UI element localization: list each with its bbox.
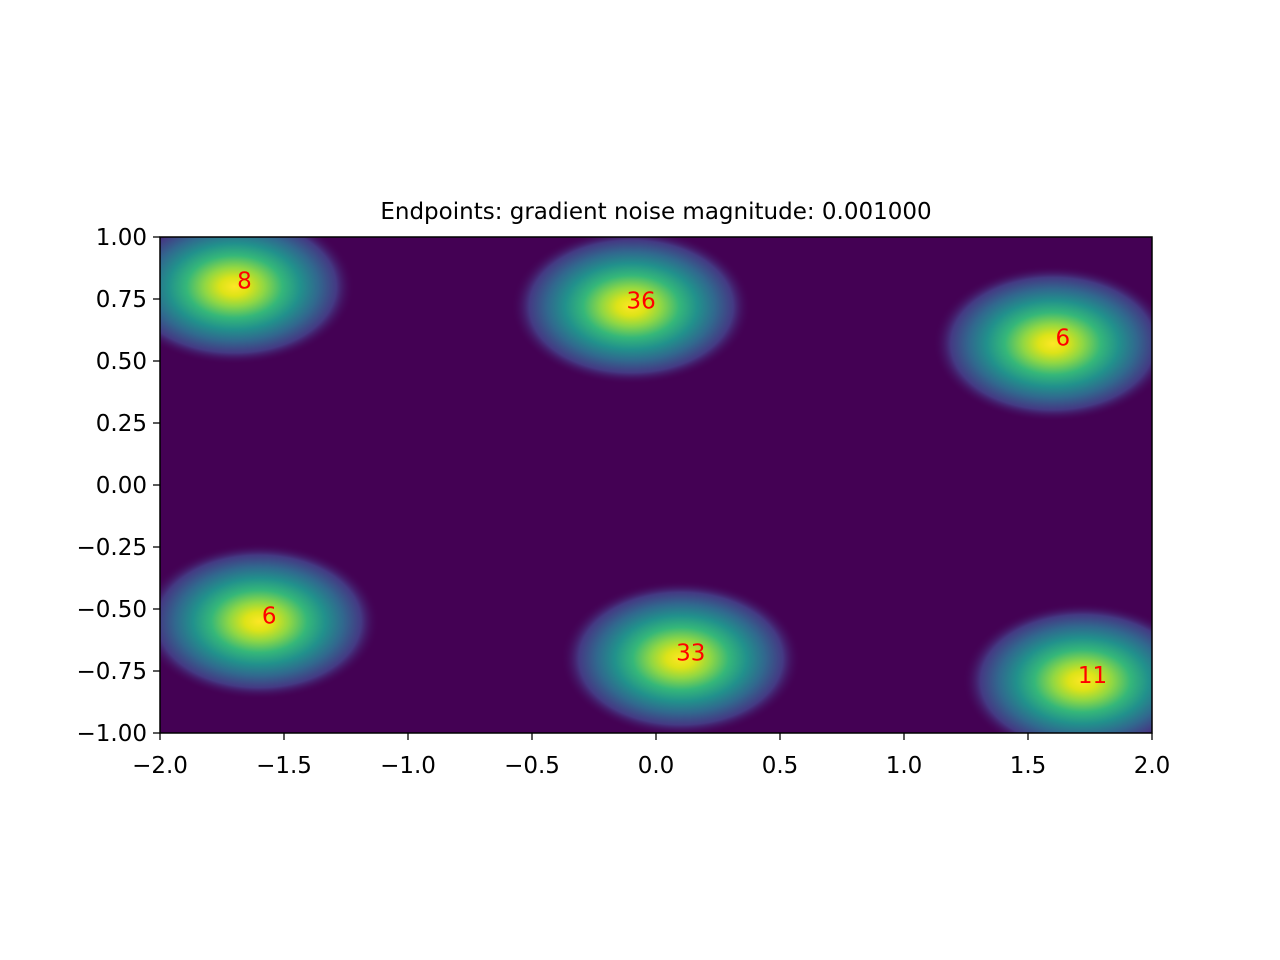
density-blob	[511, 237, 752, 385]
density-blob	[160, 543, 380, 700]
x-tick-label: 0.0	[638, 753, 675, 779]
y-tick-label: 1.00	[96, 225, 147, 251]
cluster-count-label: 33	[676, 641, 705, 667]
cluster-count-label: 6	[1055, 326, 1070, 352]
y-tick-label: 0.25	[96, 411, 147, 437]
x-tick-label: 1.5	[1010, 753, 1047, 779]
chart-title: Endpoints: gradient noise magnitude: 0.0…	[380, 199, 931, 225]
y-tick-label: −1.00	[77, 721, 147, 747]
density-blob	[160, 237, 355, 365]
x-axis: −2.0 −1.5 −1.0 −0.5 0.0 0.5 1.0 1.5 2.0	[132, 733, 1170, 779]
x-tick-label: −0.5	[504, 753, 560, 779]
cluster-count-labels: 8 36 6 6 33 11	[237, 269, 1107, 689]
density-blobs	[160, 237, 1152, 733]
density-blob	[962, 602, 1152, 733]
y-tick-label: 0.00	[96, 473, 147, 499]
x-tick-label: −2.0	[132, 753, 188, 779]
cluster-count-label: 11	[1078, 663, 1107, 689]
cluster-count-label: 36	[627, 288, 656, 314]
density-blob	[932, 265, 1152, 422]
y-tick-label: −0.50	[77, 597, 147, 623]
cluster-count-label: 8	[237, 269, 252, 295]
x-tick-label: −1.5	[256, 753, 312, 779]
x-tick-label: 1.0	[886, 753, 923, 779]
x-tick-label: −1.0	[380, 753, 436, 779]
y-tick-label: −0.75	[77, 659, 147, 685]
x-tick-label: 0.5	[762, 753, 799, 779]
cluster-count-label: 6	[262, 603, 277, 629]
y-tick-label: 0.50	[96, 349, 147, 375]
y-tick-label: 0.75	[96, 287, 147, 313]
y-tick-label: −0.25	[77, 535, 147, 561]
y-axis: 1.00 0.75 0.50 0.25 0.00 −0.25 −0.50 −0.75 −1.00	[77, 225, 160, 747]
density-blob	[560, 580, 801, 733]
x-tick-label: 2.0	[1134, 753, 1171, 779]
